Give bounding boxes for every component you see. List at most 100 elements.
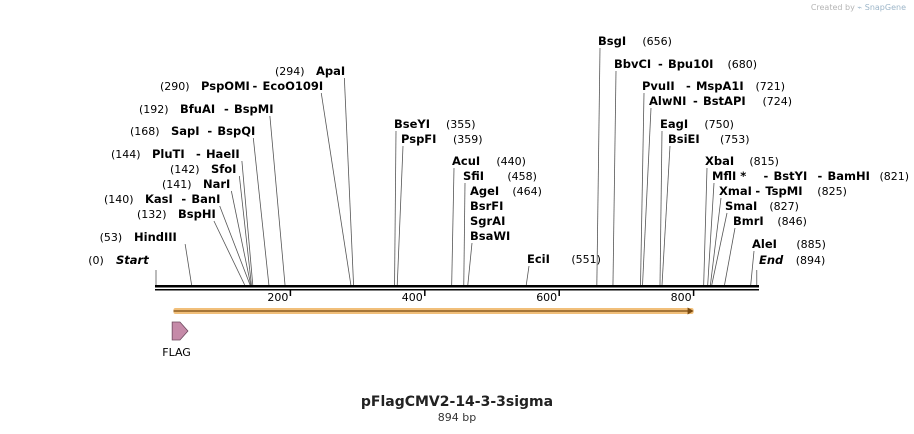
site-label-group[interactable]: EagI (750) [660, 117, 734, 131]
enzyme-name[interactable]: SapI [171, 124, 200, 138]
site-label-group[interactable]: BspHI (132) [137, 207, 216, 221]
enzyme-name[interactable]: BspHI [178, 207, 216, 221]
map-length: 894 bp [437, 411, 477, 424]
site-label-group[interactable]: PspOMI - EcoO109I (290) [160, 79, 323, 93]
site-label-group[interactable]: BsiEI (753) [668, 132, 750, 146]
site-separator: - [686, 79, 691, 93]
site-label-group[interactable]: BsgI (656) [598, 34, 672, 48]
site-label-group[interactable]: BbvCI - Bpu10I (680) [614, 57, 757, 71]
site-separator: - [658, 57, 663, 71]
enzyme-name[interactable]: MflI * [712, 169, 746, 183]
site-label-group[interactable]: Start (0) [88, 253, 149, 267]
site-position: (0) [88, 254, 104, 267]
enzyme-name[interactable]: SfiI [463, 169, 484, 183]
site-label-group[interactable]: BfuAI - BspMI (192) [139, 102, 274, 116]
site-label-group[interactable]: PluTI - HaeII (144) [111, 147, 240, 161]
site-position: (142) [170, 163, 200, 176]
enzyme-name[interactable]: Bpu10I [668, 57, 713, 71]
enzyme-name[interactable]: BmrI [733, 214, 764, 228]
site-label-group[interactable]: KasI - BanI (140) [104, 192, 220, 206]
enzyme-name[interactable]: BbvCI [614, 57, 651, 71]
enzyme-name[interactable]: BspQI [217, 124, 255, 138]
enzyme-name[interactable]: KasI [145, 192, 173, 206]
site-label-group[interactable]: MflI * - BstYI - BamHI (821) [712, 169, 909, 183]
enzyme-name[interactable]: NarI [203, 177, 230, 191]
enzyme-name[interactable]: XmaI [719, 184, 752, 198]
site-position: (815) [749, 155, 779, 168]
snapgene-logo-icon: ⌁ [857, 3, 863, 12]
enzyme-name[interactable]: PluTI [152, 147, 185, 161]
enzyme-name[interactable]: ApaI [316, 64, 345, 78]
enzyme-name[interactable]: BamHI [827, 169, 869, 183]
enzyme-name[interactable]: BfuAI [180, 102, 215, 116]
site-label-group[interactable]: SfiI (458) [463, 169, 537, 183]
site-label-group[interactable]: AcuI (440) [452, 154, 526, 168]
enzyme-name[interactable]: BanI [191, 192, 220, 206]
site-label-group[interactable]: AleI (885) [752, 237, 826, 251]
enzyme-name[interactable]: EagI [660, 117, 688, 131]
site-position: (894) [796, 254, 826, 267]
enzyme-name[interactable]: SfoI [211, 162, 236, 176]
backbone [155, 285, 759, 291]
site-leader [230, 190, 252, 286]
site-position: (680) [727, 58, 757, 71]
site-label-group[interactable]: XmaI - TspMI (825) [719, 184, 847, 198]
enzyme-name[interactable]: BseYI [394, 117, 430, 131]
site-leader [343, 77, 354, 286]
site-position: (821) [879, 170, 909, 183]
site-label-group[interactable]: HindIII (53) [100, 230, 177, 244]
site-label-group[interactable]: SapI - BspQI (168) [130, 124, 255, 138]
site-leader [724, 227, 736, 286]
enzyme-name[interactable]: HindIII [134, 230, 177, 244]
site-label-group[interactable]: NarI (141) [162, 177, 230, 191]
snapgene-credit: Created by ⌁ SnapGene [811, 3, 906, 12]
enzyme-name[interactable]: End [759, 253, 784, 267]
enzyme-name[interactable]: EcoO109I [263, 79, 324, 93]
site-label-group[interactable]: PspFI (359) [401, 132, 483, 146]
enzyme-name[interactable]: AleI [752, 237, 777, 251]
map-title: pFlagCMV2-14-3-3sigma [360, 394, 554, 410]
site-label-group[interactable]: PvuII - MspA1I (721) [642, 79, 785, 93]
site-leader [238, 175, 252, 286]
site-label-group[interactable]: SfoI (142) [170, 162, 236, 176]
enzyme-name[interactable]: HaeII [206, 147, 240, 161]
site-position: (721) [755, 80, 785, 93]
enzyme-name[interactable]: MspA1I [696, 79, 744, 93]
site-label-group[interactable]: End (894) [759, 253, 825, 267]
enzyme-name[interactable]: BsrFI [470, 199, 503, 213]
site-leader [661, 145, 671, 286]
site-label-group[interactable]: ApaI (294) [275, 64, 345, 78]
site-position: (464) [512, 185, 542, 198]
site-label-group[interactable]: SmaI (827) [725, 199, 799, 213]
credit-brand: SnapGene [864, 3, 906, 12]
enzyme-name[interactable]: SmaI [725, 199, 757, 213]
enzyme-name[interactable]: BsaWI [470, 229, 510, 243]
enzyme-name[interactable]: XbaI [705, 154, 734, 168]
enzyme-name[interactable]: BspMI [234, 102, 274, 116]
enzyme-name[interactable]: BstYI [774, 169, 808, 183]
site-label-group[interactable]: AlwNI - BstAPI (724) [649, 94, 792, 108]
site-leader [707, 182, 715, 286]
enzyme-name[interactable]: EciI [527, 252, 550, 266]
feature-flag-arrow[interactable] [171, 321, 189, 341]
enzyme-name[interactable]: Start [116, 253, 149, 267]
site-label-group[interactable]: EciI (551) [527, 252, 601, 266]
enzyme-name[interactable]: PspOMI [201, 79, 250, 93]
enzyme-name[interactable]: AgeI [470, 184, 499, 198]
site-label-group[interactable]: BseYI (355) [394, 117, 476, 131]
site-position: (294) [275, 65, 305, 78]
enzyme-name[interactable]: PspFI [401, 132, 436, 146]
enzyme-name[interactable]: AlwNI [649, 94, 686, 108]
enzyme-name[interactable]: BsgI [598, 34, 626, 48]
enzyme-name[interactable]: PvuII [642, 79, 675, 93]
site-label-group[interactable]: BmrI (846) [733, 214, 807, 228]
enzyme-name[interactable]: TspMI [765, 184, 802, 198]
site-label-group[interactable]: XbaI (815) [705, 154, 779, 168]
enzyme-name[interactable]: AcuI [452, 154, 480, 168]
enzyme-name[interactable]: BstAPI [703, 94, 746, 108]
enzyme-name[interactable]: SgrAI [470, 214, 505, 228]
plasmid-linear-map[interactable]: 200 400 600 800 Start (0) HindIII (53) BspHI (13… [0, 0, 914, 390]
enzyme-name[interactable]: BsiEI [668, 132, 700, 146]
ruler-tick-label: 800 [671, 291, 692, 304]
